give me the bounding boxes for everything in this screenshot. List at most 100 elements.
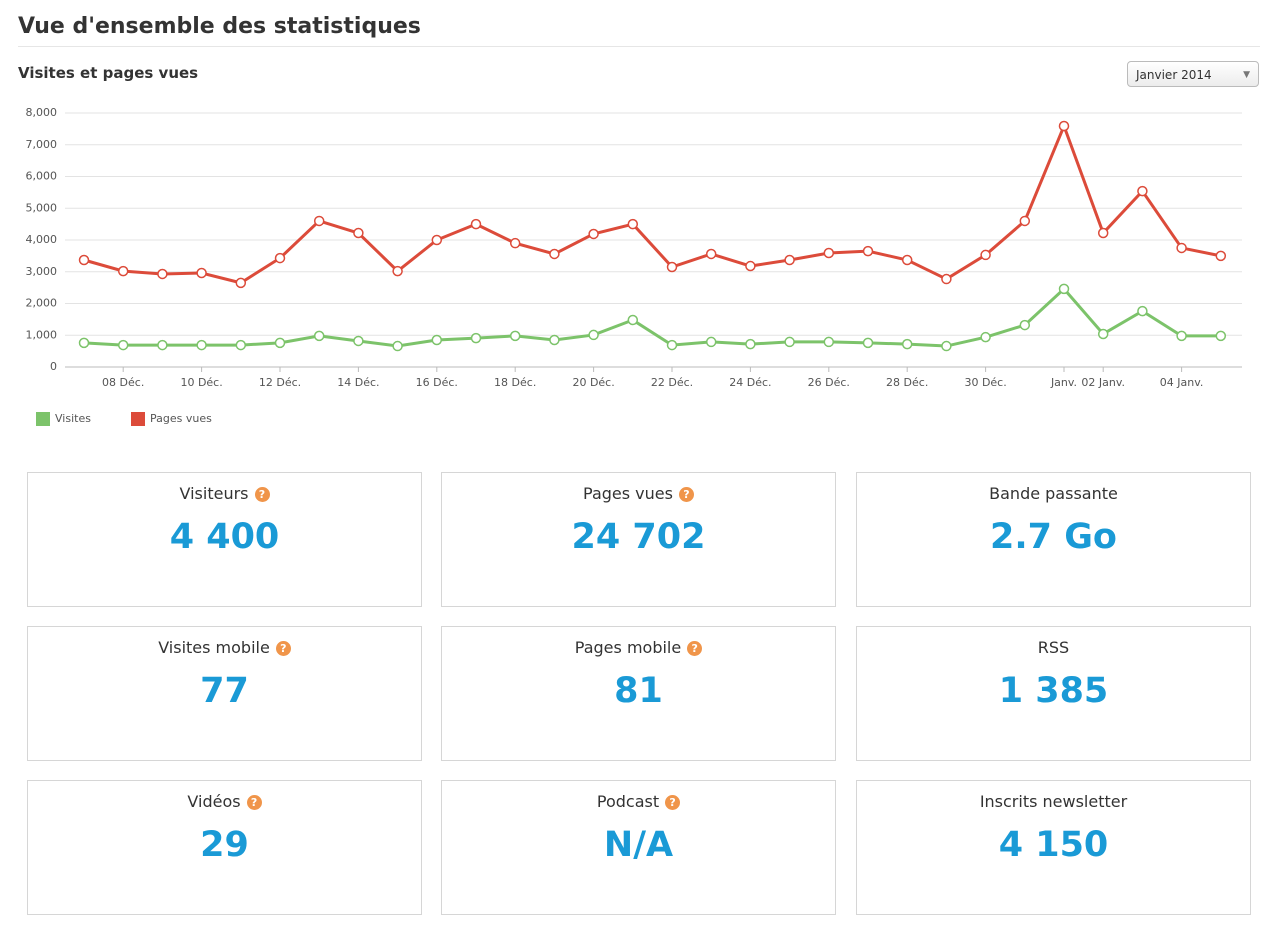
data-point xyxy=(901,254,913,266)
period-select[interactable]: Janvier 2014 ▼ xyxy=(1127,61,1259,87)
data-point xyxy=(274,252,286,264)
stat-card: Bande passante 2.7 Go xyxy=(856,472,1251,607)
series-line xyxy=(83,286,1221,348)
data-point xyxy=(353,227,364,239)
divider xyxy=(18,46,1260,47)
data-point xyxy=(745,338,756,350)
stat-value: 81 xyxy=(614,671,663,711)
stat-value: 77 xyxy=(200,671,249,711)
data-point xyxy=(470,218,482,230)
chart-title: Visites et pages vues xyxy=(18,64,199,82)
stat-value: 2.7 Go xyxy=(990,517,1117,557)
data-point xyxy=(392,340,403,352)
data-point xyxy=(941,340,952,352)
data-point xyxy=(941,273,952,285)
y-tick-label: 5,000 xyxy=(26,201,58,214)
data-point xyxy=(1097,227,1109,239)
data-point xyxy=(470,332,482,344)
data-point xyxy=(666,339,678,351)
data-point xyxy=(157,268,168,280)
period-label: Janvier 2014 xyxy=(1136,68,1212,82)
stat-value: 24 702 xyxy=(571,517,706,557)
data-point xyxy=(745,260,756,272)
y-tick-label: 7,000 xyxy=(26,138,58,151)
stat-label: Bande passante xyxy=(989,484,1118,503)
help-icon[interactable]: ? xyxy=(665,795,681,810)
x-tick-label: Janv. xyxy=(1050,376,1077,389)
data-point xyxy=(117,265,129,277)
help-icon[interactable]: ? xyxy=(687,641,703,656)
stat-card: RSS 1 385 xyxy=(856,626,1251,761)
help-icon[interactable]: ? xyxy=(254,487,270,502)
data-point xyxy=(705,336,717,348)
y-tick-label: 0 xyxy=(50,360,57,373)
y-tick-label: 6,000 xyxy=(26,170,58,183)
data-point xyxy=(274,337,286,349)
data-point xyxy=(235,277,247,289)
stat-card: Vidéos? 29 xyxy=(27,780,422,915)
stat-value: N/A xyxy=(603,825,674,865)
y-tick-label: 3,000 xyxy=(26,265,58,278)
data-point xyxy=(1058,120,1070,132)
stat-value: 4 400 xyxy=(169,517,280,557)
x-tick-label: 16 Déc. xyxy=(416,376,458,389)
data-point xyxy=(588,228,599,240)
x-tick-label: 12 Déc. xyxy=(259,376,301,389)
stat-label: Pages vues xyxy=(583,484,673,503)
chart: 0 1,000 2,000 3,000 4,000 5,000 6,000 7,000 8,00… xyxy=(26,106,1242,426)
stat-label: Pages mobile xyxy=(574,638,682,657)
data-point xyxy=(784,254,795,266)
data-point xyxy=(627,314,639,326)
help-icon[interactable]: ? xyxy=(246,795,262,810)
data-point xyxy=(1176,330,1187,342)
y-tick-label: 4,000 xyxy=(26,233,58,246)
y-tick-label: 8,000 xyxy=(26,106,58,119)
data-point xyxy=(980,249,991,261)
data-point xyxy=(666,261,678,273)
series-line xyxy=(83,121,1222,285)
x-tick-label: 10 Déc. xyxy=(180,376,222,389)
x-tick-label: 26 Déc. xyxy=(808,376,850,389)
data-point xyxy=(1058,283,1070,295)
x-tick-label: 08 Déc. xyxy=(102,376,144,389)
data-point xyxy=(353,335,364,347)
data-point xyxy=(78,254,90,266)
stat-card: Pages mobile? 81 xyxy=(441,626,836,761)
data-point xyxy=(823,336,835,348)
legend-label: Visites xyxy=(55,412,91,425)
help-icon[interactable]: ? xyxy=(275,641,291,656)
data-point xyxy=(313,215,325,227)
x-tick-label: 30 Déc. xyxy=(964,376,1006,389)
data-point xyxy=(1137,185,1148,197)
data-point xyxy=(862,245,874,257)
stat-value: 4 150 xyxy=(998,825,1109,865)
data-point xyxy=(196,339,207,351)
legend-swatch xyxy=(131,412,145,426)
data-point xyxy=(509,330,521,342)
data-point xyxy=(235,339,247,351)
page-title: Vue d'ensemble des statistiques xyxy=(18,14,421,39)
stat-value: 1 385 xyxy=(998,671,1109,711)
stat-label: Inscrits newsletter xyxy=(979,792,1128,811)
data-point xyxy=(1176,242,1187,254)
data-point xyxy=(431,334,443,346)
data-point xyxy=(862,337,874,349)
stat-label: Visites mobile xyxy=(158,638,270,657)
data-point xyxy=(1097,328,1109,340)
legend-swatch xyxy=(36,412,50,426)
x-tick-label: 02 Janv. xyxy=(1081,376,1125,389)
data-point xyxy=(588,329,599,341)
data-point xyxy=(549,248,560,260)
stat-card: Pages vues? 24 702 xyxy=(441,472,836,607)
help-icon[interactable]: ? xyxy=(678,487,694,502)
stat-label: Podcast xyxy=(596,792,660,811)
data-point xyxy=(509,237,521,249)
x-tick-label: 28 Déc. xyxy=(886,376,928,389)
data-point xyxy=(392,265,403,277)
x-tick-label: 20 Déc. xyxy=(572,376,614,389)
stat-card: Visiteurs? 4 400 xyxy=(27,472,422,607)
y-tick-label: 1,000 xyxy=(26,328,58,341)
legend-label: Pages vues xyxy=(150,412,212,425)
x-tick-label: 14 Déc. xyxy=(337,376,379,389)
